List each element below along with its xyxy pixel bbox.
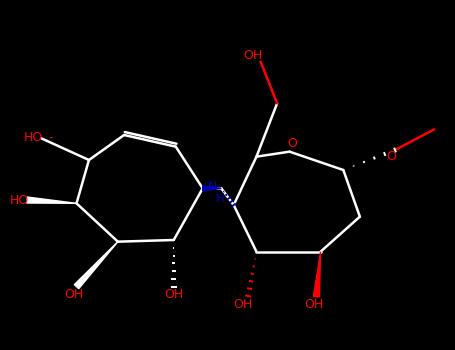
Polygon shape xyxy=(27,197,76,203)
Text: HO: HO xyxy=(10,195,29,208)
Text: O: O xyxy=(288,137,298,150)
Text: OH: OH xyxy=(243,49,262,62)
Polygon shape xyxy=(202,186,221,191)
Text: O: O xyxy=(386,149,396,162)
Text: -: - xyxy=(48,131,53,144)
Text: OH: OH xyxy=(304,298,323,311)
Polygon shape xyxy=(313,252,321,297)
Polygon shape xyxy=(74,241,118,289)
Text: H: H xyxy=(216,192,225,205)
Text: OH: OH xyxy=(233,298,253,310)
Text: N: N xyxy=(208,180,217,193)
Text: OH: OH xyxy=(164,288,183,301)
Text: HO: HO xyxy=(24,131,43,144)
Text: OH: OH xyxy=(64,288,83,301)
